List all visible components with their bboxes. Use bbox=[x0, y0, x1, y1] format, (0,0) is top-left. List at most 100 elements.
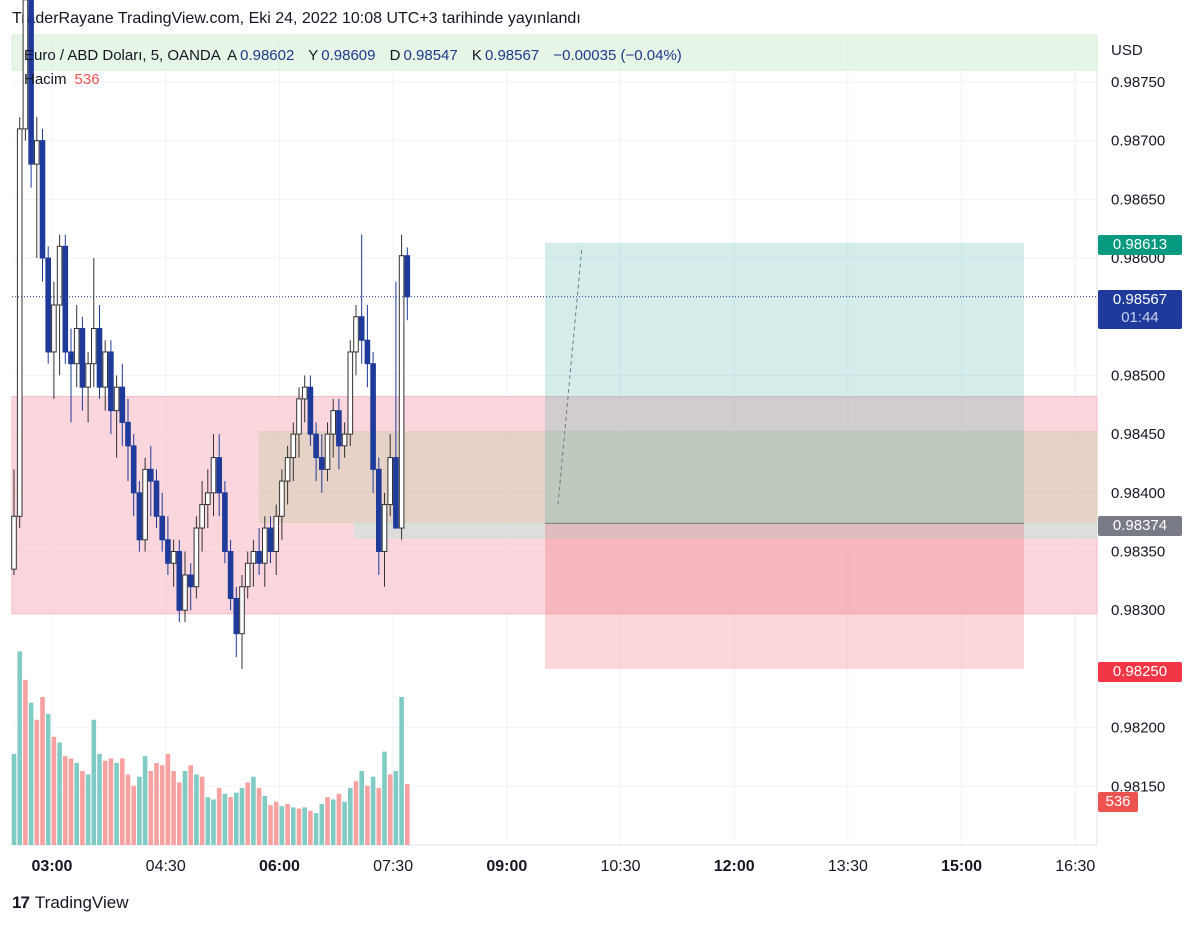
x-tick-label: 04:30 bbox=[146, 858, 186, 875]
low-value: 0.98547 bbox=[403, 47, 458, 64]
candle-body-down bbox=[227, 551, 234, 599]
y-tick-label: 0.98700 bbox=[1111, 133, 1165, 150]
candle-body-down bbox=[119, 386, 126, 423]
volume-bar bbox=[239, 788, 245, 845]
volume-bar bbox=[57, 742, 62, 845]
candle-body-up bbox=[22, 0, 29, 130]
volume-bar bbox=[114, 763, 119, 845]
volume-bar bbox=[245, 782, 250, 845]
y-axis: 0.987500.987000.986500.986000.985000.984… bbox=[1111, 74, 1165, 795]
candle-body-up bbox=[262, 527, 268, 564]
volume-bar bbox=[137, 776, 142, 845]
candle-body-down bbox=[313, 433, 319, 459]
candle-body-down bbox=[108, 351, 114, 412]
candle-body-down bbox=[216, 457, 222, 494]
volume-bar bbox=[285, 804, 290, 845]
volume-bar bbox=[154, 763, 159, 845]
volume-bar bbox=[125, 774, 131, 845]
position-profit-zone bbox=[545, 242, 1024, 524]
candle-body-down bbox=[159, 515, 165, 541]
candle-body-up bbox=[34, 140, 40, 165]
candle-body-up bbox=[244, 562, 251, 588]
footer-brand[interactable]: 17 TradingView bbox=[12, 893, 128, 913]
volume-bar bbox=[108, 758, 114, 845]
volume-bar bbox=[256, 788, 262, 845]
volume-bar bbox=[97, 753, 102, 845]
candle-body-up bbox=[113, 386, 120, 412]
close-value: 0.98567 bbox=[484, 47, 540, 64]
brand-name: TradingView bbox=[34, 893, 129, 912]
candle-body-down bbox=[222, 492, 228, 553]
volume-bar bbox=[302, 807, 307, 845]
y-tick-label: 0.98650 bbox=[1111, 191, 1165, 208]
x-tick-label: 07:30 bbox=[373, 858, 413, 875]
volume-bar bbox=[313, 813, 319, 845]
target-price-tag: 0.98613 bbox=[1098, 235, 1182, 255]
volume-bar bbox=[393, 770, 399, 845]
candle-body-down bbox=[233, 597, 240, 635]
volume-bar bbox=[211, 799, 216, 845]
candle-body-up bbox=[279, 480, 285, 517]
currency-label[interactable]: USD bbox=[1111, 42, 1143, 59]
volume-bar bbox=[273, 801, 279, 845]
symbol-label[interactable]: Euro / ABD Doları, 5, OANDA bbox=[24, 47, 221, 64]
volume-bar bbox=[296, 808, 302, 845]
volume-bar bbox=[376, 788, 382, 845]
volume-bar bbox=[148, 770, 154, 845]
volume-bar bbox=[330, 799, 336, 845]
candle-body-down bbox=[364, 339, 371, 365]
candle-body-down bbox=[370, 363, 376, 470]
volume-bar bbox=[63, 756, 68, 845]
current-price-value: 0.98567 bbox=[1112, 291, 1168, 308]
volume-bar bbox=[120, 758, 125, 845]
volume-label[interactable]: Hacim bbox=[24, 71, 67, 88]
volume-bar bbox=[28, 702, 34, 845]
volume-bar bbox=[370, 776, 376, 845]
volume-bar bbox=[342, 801, 347, 845]
candle-body-down bbox=[79, 327, 86, 388]
projection-line bbox=[557, 246, 583, 505]
candle-body-down bbox=[62, 245, 69, 353]
ohlc-legend: Euro / ABD Doları, 5, OANDA A 0.98602 Y 0.… bbox=[24, 47, 685, 64]
volume-bar bbox=[336, 793, 342, 845]
volume-bar bbox=[142, 756, 148, 845]
candle-body-up bbox=[16, 128, 23, 517]
candle-body-down bbox=[165, 539, 171, 564]
volume-bar bbox=[387, 774, 393, 845]
zones bbox=[11, 34, 1098, 669]
volume-bar bbox=[359, 770, 364, 845]
overlays bbox=[12, 246, 1097, 524]
volume-bar bbox=[11, 753, 17, 845]
y-tick-label: 0.98750 bbox=[1111, 74, 1165, 91]
countdown-value: 01:44 bbox=[1121, 309, 1159, 326]
zone-rect bbox=[11, 34, 1098, 71]
volume-bar bbox=[216, 788, 222, 845]
candle-body-up bbox=[330, 410, 336, 435]
volume-bar bbox=[34, 719, 40, 845]
volume-bar bbox=[23, 679, 28, 845]
candle-body-down bbox=[319, 457, 325, 470]
candle-body-down bbox=[187, 574, 194, 588]
volume-bar bbox=[348, 788, 353, 845]
candle-body-down bbox=[336, 410, 342, 447]
high-label: Y bbox=[308, 47, 319, 64]
volume-bar bbox=[279, 806, 285, 845]
high-value: 0.98609 bbox=[321, 47, 376, 64]
volume-bar bbox=[85, 774, 91, 845]
y-tick-label: 0.98500 bbox=[1111, 367, 1165, 384]
volume-bar bbox=[165, 753, 171, 845]
volume-bar bbox=[40, 696, 45, 845]
stop-price-tag: 0.98250 bbox=[1098, 662, 1182, 682]
volume-bar bbox=[308, 810, 313, 845]
x-tick-label: 13:30 bbox=[828, 858, 868, 875]
close-label: K bbox=[471, 47, 482, 64]
volume-bar bbox=[102, 760, 108, 845]
candle-body-up bbox=[210, 457, 217, 494]
candle-body-down bbox=[267, 527, 274, 553]
volume-bar bbox=[74, 763, 79, 845]
volume-bar bbox=[382, 751, 387, 845]
candle-body-up bbox=[182, 574, 188, 611]
candle-body-down bbox=[393, 457, 399, 529]
candle-body-up bbox=[56, 245, 63, 306]
